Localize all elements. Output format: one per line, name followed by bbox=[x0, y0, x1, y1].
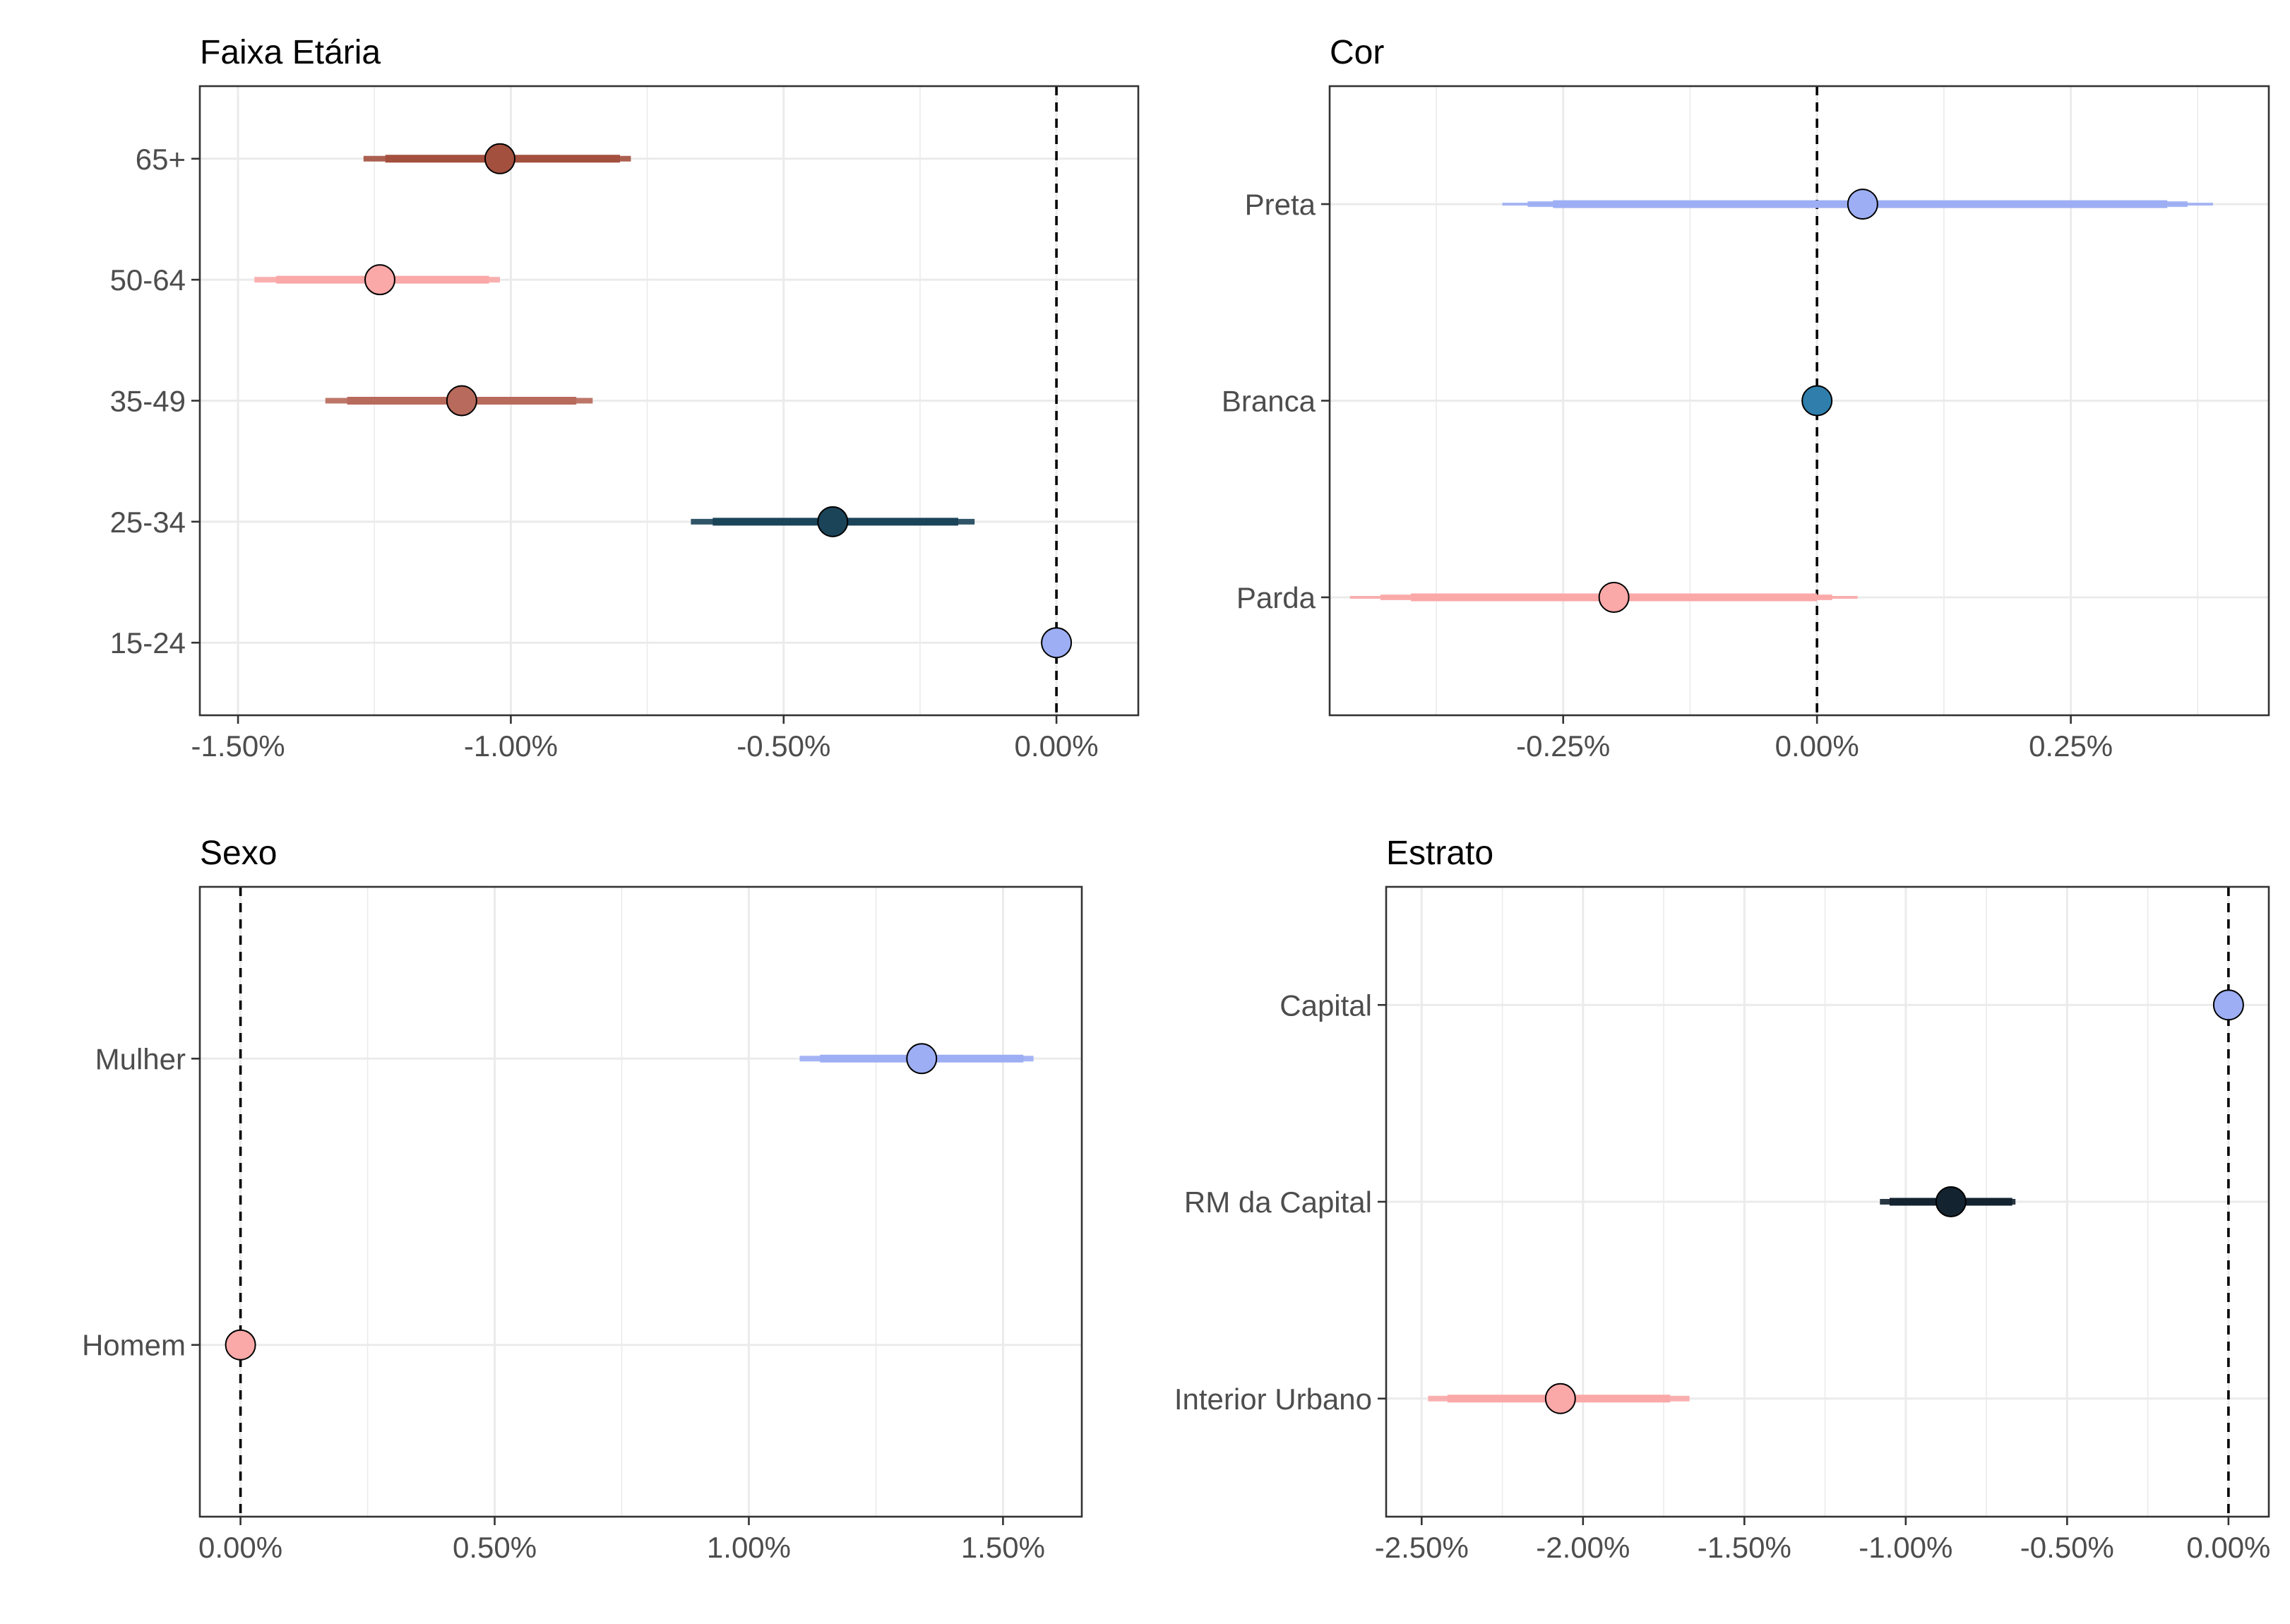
point-Mulher bbox=[906, 1043, 938, 1075]
x-tick-label: -1.00% bbox=[1859, 1531, 1952, 1564]
x-tick-label: 0.00% bbox=[1775, 729, 1859, 763]
panel-4: -2.50% -2.00% -1.50% -1.00% -0.50% 0.00% Inter… bbox=[1174, 835, 2271, 1564]
x-tick-label: 0.00% bbox=[198, 1531, 282, 1564]
x-tick-label: -2.00% bbox=[1536, 1531, 1630, 1564]
x-tick-label: -1.00% bbox=[464, 729, 558, 763]
panel-title: Estrato bbox=[1386, 835, 1493, 872]
x-tick-label: 1.00% bbox=[707, 1531, 791, 1564]
point-50-64 bbox=[364, 264, 395, 296]
x-tick-label: -0.50% bbox=[2020, 1531, 2114, 1564]
x-tick-label: 0.25% bbox=[2029, 729, 2113, 763]
x-tick-label: 0.00% bbox=[1015, 729, 1099, 763]
panel-3: 0.00% 0.50% 1.00% 1.50% Homem Mulher Sexo bbox=[82, 835, 1083, 1564]
y-tick-label: 50-64 bbox=[110, 263, 186, 297]
y-tick-label: 65+ bbox=[136, 143, 186, 176]
y-tick-label: Preta bbox=[1245, 188, 1316, 221]
y-tick-label: Branca bbox=[1222, 385, 1316, 418]
point-Parda bbox=[1598, 581, 1630, 613]
x-tick-label: -1.50% bbox=[1698, 1531, 1791, 1564]
point-15-24 bbox=[1041, 627, 1073, 659]
y-tick-label: Capital bbox=[1280, 989, 1372, 1022]
panel-title: Sexo bbox=[200, 835, 277, 872]
point-Homem bbox=[225, 1329, 256, 1361]
point-Capital bbox=[2212, 989, 2244, 1021]
x-tick-label: -1.50% bbox=[191, 729, 285, 763]
x-tick-label: 0.00% bbox=[2186, 1531, 2270, 1564]
point-25-34 bbox=[817, 506, 849, 537]
panel-2: -0.25% 0.00% 0.25% Parda Branca Preta Cor bbox=[1222, 34, 2270, 763]
point-Preta bbox=[1847, 189, 1878, 220]
x-tick-label: -0.50% bbox=[737, 729, 830, 763]
y-tick-label: RM da Capital bbox=[1184, 1186, 1372, 1219]
x-tick-label: 0.50% bbox=[453, 1531, 537, 1564]
point-Branca bbox=[1801, 385, 1833, 417]
y-tick-label: Interior Urbano bbox=[1174, 1383, 1372, 1416]
x-tick-label: -0.25% bbox=[1516, 729, 1610, 763]
point-35-49 bbox=[446, 385, 477, 417]
panel-1: -1.50% -1.00% -0.50% 0.00% 15-24 25-34 35-49 50… bbox=[110, 34, 1140, 763]
point-Interior Urbano bbox=[1544, 1383, 1576, 1414]
point-RM da Capital bbox=[1935, 1186, 1967, 1217]
y-tick-label: Homem bbox=[82, 1329, 186, 1362]
panel-title: Cor bbox=[1330, 34, 1384, 71]
y-tick-label: Parda bbox=[1236, 581, 1316, 614]
y-tick-label: 35-49 bbox=[110, 385, 186, 418]
point-65+ bbox=[484, 143, 515, 174]
y-tick-label: 15-24 bbox=[110, 626, 186, 659]
panel-title: Faixa Etária bbox=[200, 34, 381, 71]
panel-border bbox=[198, 885, 1083, 1518]
x-tick-label: 1.50% bbox=[961, 1531, 1045, 1564]
y-tick-label: 25-34 bbox=[110, 506, 186, 539]
x-tick-label: -2.50% bbox=[1375, 1531, 1469, 1564]
y-tick-label: Mulher bbox=[95, 1042, 186, 1075]
